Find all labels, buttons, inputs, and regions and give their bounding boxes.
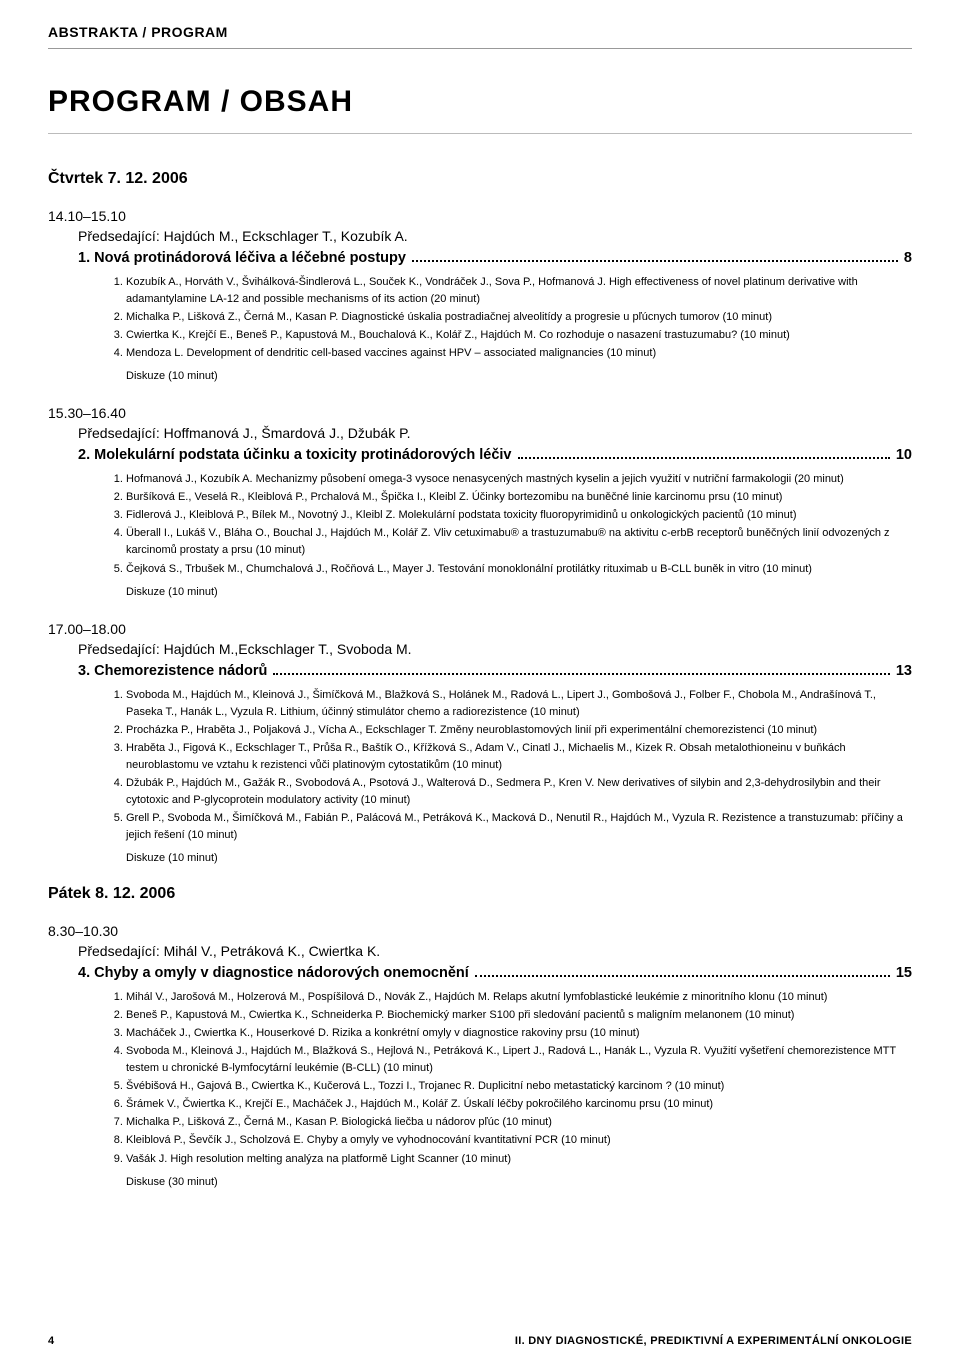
- section-title: 3. Chemorezistence nádorů: [78, 663, 267, 679]
- list-item: Überall I., Lukáš V., Bláha O., Bouchal …: [126, 525, 912, 559]
- leader-dots: [518, 457, 890, 459]
- time-slot: 8.30–10.30: [48, 923, 912, 939]
- section-page-number: 8: [904, 250, 912, 266]
- section-row: 2. Molekulární podstata účinku a toxicit…: [78, 447, 912, 463]
- list-item: Macháček J., Cwiertka K., Houserkové D. …: [126, 1025, 912, 1042]
- page-container: ABSTRAKTA / PROGRAM PROGRAM / OBSAH Čtvr…: [0, 0, 960, 1359]
- list-item: Mendoza L. Development of dendritic cell…: [126, 345, 912, 362]
- list-item: Procházka P., Hraběta J., Poljaková J., …: [126, 722, 912, 739]
- item-list: Hofmanová J., Kozubík A. Mechanizmy půso…: [108, 471, 912, 577]
- list-item: Čejková S., Trbušek M., Chumchalová J., …: [126, 561, 912, 578]
- day-heading: Čtvrtek 7. 12. 2006: [48, 170, 912, 188]
- list-item: Kleiblová P., Ševčík J., Scholzová E. Ch…: [126, 1132, 912, 1149]
- list-item: Mihál V., Jarošová M., Holzerová M., Pos…: [126, 989, 912, 1006]
- session-chair: Předsedající: Mihál V., Petráková K., Cw…: [78, 943, 912, 959]
- leader-dots: [475, 975, 890, 977]
- section-row: 1. Nová protinádorová léčiva a léčebné p…: [78, 250, 912, 266]
- footer-right-text: II. DNY DIAGNOSTICKÉ, PREDIKTIVNÍ A EXPE…: [515, 1335, 912, 1347]
- header-breadcrumb: ABSTRAKTA / PROGRAM: [48, 20, 912, 49]
- list-item: Hofmanová J., Kozubík A. Mechanizmy půso…: [126, 471, 912, 488]
- list-item: Cwiertka K., Krejčí E., Beneš P., Kapust…: [126, 327, 912, 344]
- list-item: Buršíková E., Veselá R., Kleiblová P., P…: [126, 489, 912, 506]
- list-item: Svoboda M., Hajdúch M., Kleinová J., Šim…: [126, 687, 912, 721]
- list-item: Vašák J. High resolution melting analýza…: [126, 1151, 912, 1168]
- footer-page-number: 4: [48, 1335, 54, 1347]
- section-row: 3. Chemorezistence nádorů 13: [78, 663, 912, 679]
- leader-dots: [412, 260, 898, 262]
- list-item: Kozubík A., Horváth V., Švihálková-Šindl…: [126, 274, 912, 308]
- time-slot: 17.00–18.00: [48, 621, 912, 637]
- section-title: 2. Molekulární podstata účinku a toxicit…: [78, 447, 512, 463]
- time-slot: 15.30–16.40: [48, 405, 912, 421]
- discussion-note: Diskuze (10 minut): [126, 584, 912, 601]
- section-title: 1. Nová protinádorová léčiva a léčebné p…: [78, 250, 406, 266]
- list-item: Michalka P., Lišková Z., Černá M., Kasan…: [126, 309, 912, 326]
- item-list: Mihál V., Jarošová M., Holzerová M., Pos…: [108, 989, 912, 1167]
- day-heading: Pátek 8. 12. 2006: [48, 885, 912, 903]
- list-item: Beneš P., Kapustová M., Cwiertka K., Sch…: [126, 1007, 912, 1024]
- time-slot: 14.10–15.10: [48, 208, 912, 224]
- discussion-note: Diskuze (10 minut): [126, 850, 912, 867]
- item-list: Kozubík A., Horváth V., Švihálková-Šindl…: [108, 274, 912, 362]
- main-title: PROGRAM / OBSAH: [48, 85, 912, 134]
- section-page-number: 10: [896, 447, 912, 463]
- list-item: Švébišová H., Gajová B., Cwiertka K., Ku…: [126, 1078, 912, 1095]
- list-item: Grell P., Svoboda M., Šimíčková M., Fabi…: [126, 810, 912, 844]
- list-item: Džubák P., Hajdúch M., Gažák R., Svobodo…: [126, 775, 912, 809]
- session-chair: Předsedající: Hoffmanová J., Šmardová J.…: [78, 425, 912, 441]
- list-item: Fidlerová J., Kleiblová P., Bílek M., No…: [126, 507, 912, 524]
- session-chair: Předsedající: Hajdúch M.,Eckschlager T.,…: [78, 641, 912, 657]
- discussion-note: Diskuze (10 minut): [126, 368, 912, 385]
- leader-dots: [273, 673, 890, 675]
- list-item: Michalka P., Lišková Z., Černá M., Kasan…: [126, 1114, 912, 1131]
- list-item: Hraběta J., Figová K., Eckschlager T., P…: [126, 740, 912, 774]
- section-page-number: 15: [896, 965, 912, 981]
- page-footer: 4 II. DNY DIAGNOSTICKÉ, PREDIKTIVNÍ A EX…: [48, 1335, 912, 1347]
- list-item: Svoboda M., Kleinová J., Hajdúch M., Bla…: [126, 1043, 912, 1077]
- session-chair: Předsedající: Hajdúch M., Eckschlager T.…: [78, 228, 912, 244]
- list-item: Šrámek V., Čwiertka K., Krejčí E., Machá…: [126, 1096, 912, 1113]
- section-row: 4. Chyby a omyly v diagnostice nádorovýc…: [78, 965, 912, 981]
- discussion-note: Diskuse (30 minut): [126, 1174, 912, 1191]
- section-title: 4. Chyby a omyly v diagnostice nádorovýc…: [78, 965, 469, 981]
- section-page-number: 13: [896, 663, 912, 679]
- item-list: Svoboda M., Hajdúch M., Kleinová J., Šim…: [108, 687, 912, 844]
